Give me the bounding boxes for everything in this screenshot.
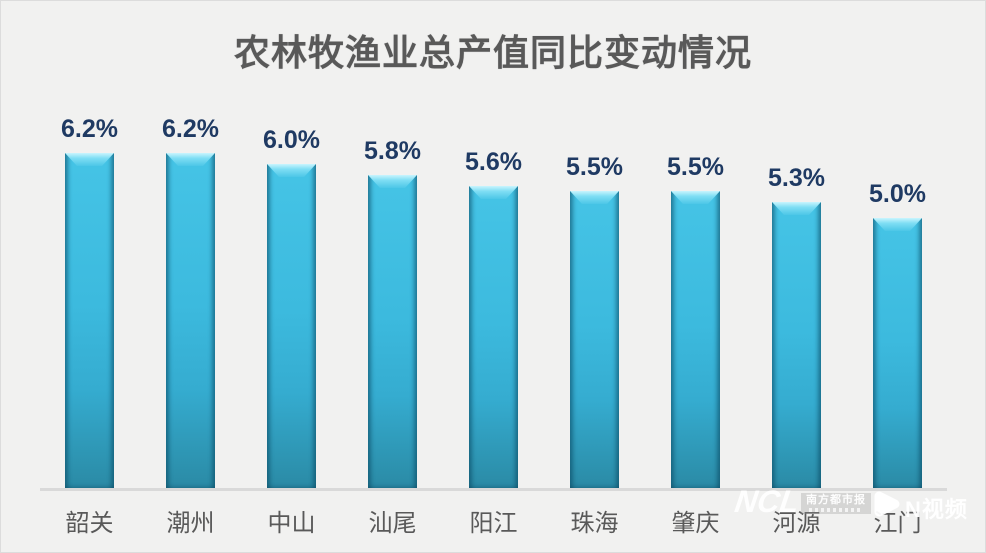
watermark-brand-box: 南方都市报 <box>801 493 871 514</box>
watermark-brand-subline <box>809 508 863 512</box>
bar <box>368 175 417 490</box>
bar-value-label: 6.0% <box>263 126 320 154</box>
watermark-video-brand: N视频 <box>905 497 968 522</box>
bar <box>469 186 518 490</box>
category-label: 中山 <box>267 510 316 537</box>
bar <box>166 153 215 490</box>
play-icon <box>874 491 900 517</box>
category-label: 河源 <box>772 510 821 537</box>
bar-value-label: 6.2% <box>162 115 219 143</box>
bar-value-label: 5.6% <box>465 148 522 176</box>
bar <box>671 191 720 490</box>
category-label: 韶关 <box>65 510 114 537</box>
bar-value-label: 5.3% <box>768 164 825 192</box>
bar <box>772 202 821 490</box>
category-label: 肇庆 <box>671 510 720 537</box>
bar <box>267 164 316 490</box>
category-label: 阳江 <box>469 510 518 537</box>
chart-title: 农林牧渔业总产值同比变动情况 <box>233 32 752 73</box>
category-label: 汕尾 <box>368 510 417 537</box>
bar-value-label: 5.0% <box>869 180 926 208</box>
bar <box>570 191 619 490</box>
category-label: 珠海 <box>570 510 619 537</box>
x-axis-line <box>40 488 947 491</box>
bar-value-label: 5.5% <box>667 153 724 181</box>
watermark-ncl-logo: NCL <box>732 484 802 519</box>
bar-value-label: 5.5% <box>566 153 623 181</box>
watermark-brand-text: 南方都市报 <box>806 494 866 506</box>
bar-value-label: 5.8% <box>364 137 421 165</box>
bar <box>65 153 114 490</box>
bar <box>873 218 922 490</box>
category-label: 潮州 <box>166 510 215 537</box>
bar-value-label: 6.2% <box>61 115 118 143</box>
